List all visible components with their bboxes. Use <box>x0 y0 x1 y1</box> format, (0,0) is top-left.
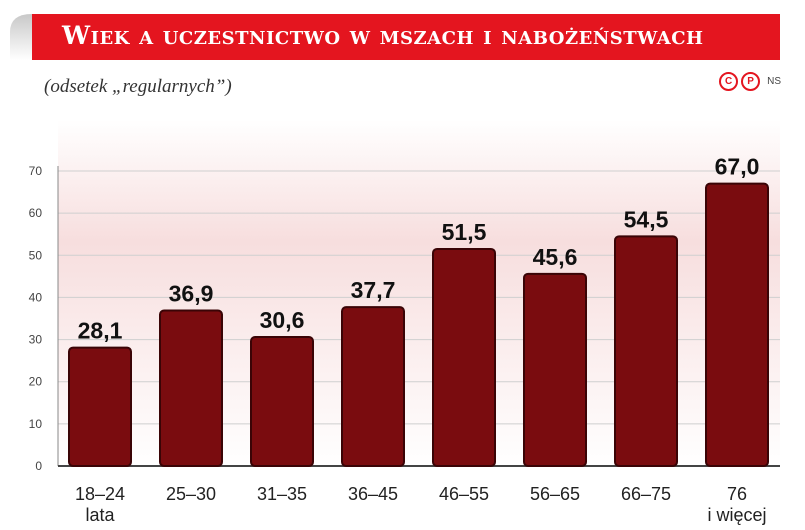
ribbon-red <box>32 14 780 60</box>
x-tick-label: 31–35 <box>257 484 307 504</box>
bar <box>705 182 769 467</box>
bar <box>523 272 587 468</box>
x-tick-label: 18–24 <box>75 484 125 504</box>
bar <box>159 309 223 467</box>
y-tick-label: 10 <box>29 417 43 431</box>
value-label: 37,7 <box>351 277 396 303</box>
y-tick-label: 40 <box>29 290 43 304</box>
x-tick-label: 36–45 <box>348 484 398 504</box>
title-bar: Wiek a uczestnictwo w mszach i nabożeńst… <box>10 14 780 60</box>
x-tick-label: 56–65 <box>530 484 580 504</box>
x-tick-label: 25–30 <box>166 484 216 504</box>
copyright-icon: C <box>719 72 739 91</box>
y-tick-label: 20 <box>29 375 43 389</box>
value-label: 28,1 <box>78 318 123 344</box>
value-label: 30,6 <box>260 307 305 333</box>
credit: C P NS <box>719 72 781 91</box>
x-tick-label: 46–55 <box>439 484 489 504</box>
value-label: 54,5 <box>624 206 669 232</box>
y-tick-label: 30 <box>29 333 43 347</box>
title-ribbon <box>10 14 780 60</box>
registered-p-icon: P <box>741 72 761 91</box>
y-tick-label: 70 <box>29 164 43 178</box>
y-tick-label: 50 <box>29 248 43 262</box>
x-tick-label: i więcej <box>707 505 766 525</box>
bar <box>614 235 678 467</box>
value-label: 45,6 <box>533 244 578 270</box>
credit-text: NS <box>767 76 781 87</box>
bar <box>250 336 314 467</box>
value-label: 51,5 <box>442 219 487 245</box>
chart-subtitle: (odsetek „regularnych”) <box>44 76 232 97</box>
y-tick-label: 0 <box>35 459 42 473</box>
x-tick-label: 76 <box>727 484 747 504</box>
bar <box>432 247 496 467</box>
x-tick-label: 66–75 <box>621 484 671 504</box>
bar <box>68 346 132 468</box>
chart-title: Wiek a uczestnictwo w mszach i nabożeńst… <box>62 21 704 50</box>
value-label: 36,9 <box>169 280 214 306</box>
ribbon-curl <box>10 14 32 60</box>
y-tick-label: 60 <box>29 206 43 220</box>
value-labels: 28,1 36,9 30,6 37,7 51,5 45,6 54,5 67,0 <box>78 154 760 344</box>
bars <box>68 182 769 468</box>
x-tick-label: lata <box>85 505 115 525</box>
bar <box>341 306 405 467</box>
value-label: 67,0 <box>715 154 760 180</box>
